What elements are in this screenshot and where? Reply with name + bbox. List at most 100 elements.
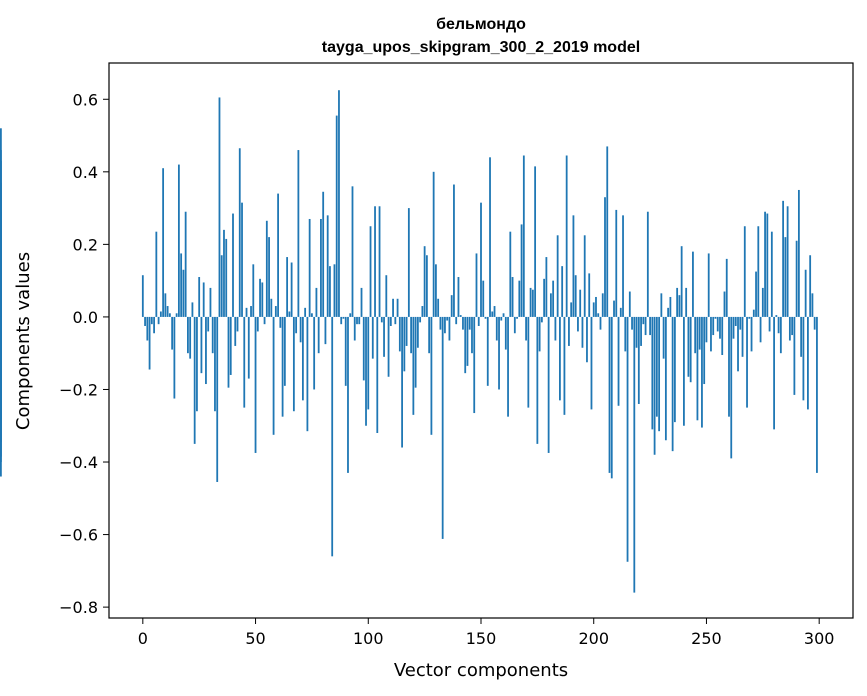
bar: [741, 316, 744, 357]
bar: [610, 316, 613, 479]
bar: [283, 316, 286, 386]
bar: [568, 316, 570, 346]
bar: [773, 316, 775, 430]
bar: [387, 316, 390, 377]
y-tick-label: 0.0: [73, 308, 98, 327]
bar: [764, 211, 766, 317]
bar: [378, 206, 381, 317]
bar: [419, 316, 422, 323]
bar: [356, 316, 358, 325]
bar: [0, 316, 2, 375]
bar: [301, 316, 304, 401]
bar: [155, 231, 158, 317]
bar: [583, 235, 586, 317]
bar: [534, 166, 537, 317]
plot-frame: [108, 62, 854, 619]
bar: [290, 262, 293, 317]
bar: [367, 316, 370, 410]
bar: [146, 316, 149, 341]
bar: [608, 316, 611, 473]
bar: [394, 316, 397, 325]
bar: [658, 316, 661, 432]
bar: [565, 155, 568, 317]
bar: [444, 316, 446, 334]
bar: [671, 316, 674, 452]
bar: [685, 287, 688, 317]
bar: [716, 316, 719, 332]
bar: [705, 316, 708, 343]
bar: [211, 316, 214, 354]
bar: [719, 316, 721, 339]
bar: [633, 316, 636, 593]
bar: [453, 184, 455, 317]
bar: [335, 115, 338, 317]
bar: [435, 264, 437, 317]
bar: [522, 155, 525, 317]
bar: [187, 316, 189, 354]
bar: [547, 316, 550, 453]
bar: [430, 316, 433, 435]
bar: [554, 316, 557, 341]
bar: [150, 316, 153, 325]
bar: [220, 255, 223, 317]
bar: [495, 316, 498, 341]
bar: [353, 316, 356, 341]
bar: [229, 316, 232, 375]
bar: [723, 291, 726, 317]
bar: [412, 316, 415, 415]
bar: [141, 275, 144, 317]
bar: [779, 316, 782, 354]
bar: [448, 316, 451, 341]
bar: [725, 258, 728, 317]
bar: [480, 202, 482, 317]
bar: [626, 316, 629, 562]
bar: [473, 316, 476, 414]
bar: [766, 213, 769, 317]
bar: [732, 316, 735, 339]
bar: [196, 316, 198, 412]
bar: [755, 271, 757, 317]
bar: [385, 275, 388, 317]
bar: [157, 316, 160, 325]
bar: [791, 316, 794, 336]
bar: [664, 316, 667, 441]
bar: [475, 253, 478, 317]
bar: [450, 295, 453, 317]
bar: [396, 298, 399, 317]
bar: [365, 316, 367, 426]
bar: [579, 289, 582, 317]
bar: [513, 316, 516, 334]
bar: [640, 316, 642, 346]
y-tick-label: 0.2: [73, 235, 98, 254]
bar: [166, 306, 169, 317]
y-tick-label: −0.8: [59, 598, 98, 617]
bar: [531, 289, 534, 317]
bar: [498, 316, 500, 390]
bar: [595, 296, 597, 317]
x-axis-label: Vector components: [394, 660, 568, 681]
bar: [389, 316, 392, 326]
bar: [324, 316, 327, 345]
bar: [484, 316, 487, 319]
bar: [425, 255, 428, 317]
bar: [308, 218, 311, 317]
bar: [344, 316, 347, 386]
bar: [247, 316, 250, 379]
bar: [655, 316, 658, 417]
y-tick-label: 0.4: [73, 163, 98, 182]
bar: [712, 316, 715, 336]
bar: [358, 316, 361, 325]
bar: [545, 257, 548, 317]
bar: [464, 316, 467, 374]
bar: [586, 316, 588, 363]
x-ticks-group: 0 50 100 150 200 250 300: [138, 618, 834, 648]
bar: [802, 316, 805, 401]
bar: [816, 316, 818, 473]
bar: [432, 171, 435, 317]
x-tick-label: 0: [138, 629, 148, 648]
bar: [272, 316, 275, 435]
bar: [202, 282, 205, 317]
bar: [180, 253, 183, 317]
bar: [191, 302, 194, 317]
